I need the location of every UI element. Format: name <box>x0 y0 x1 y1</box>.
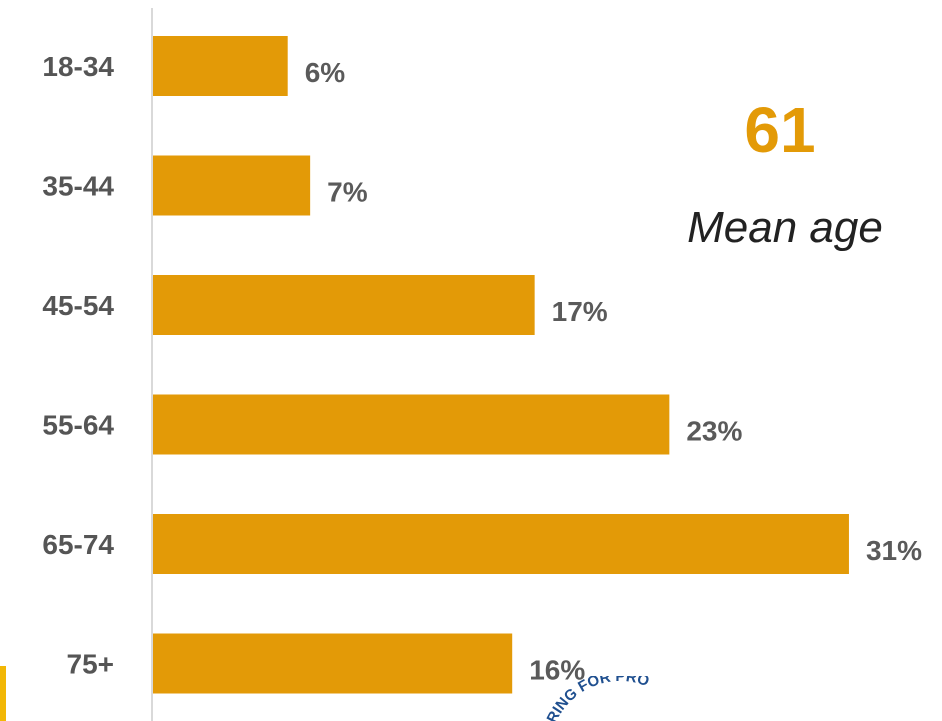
category-label-55-64: 55-64 <box>42 410 114 441</box>
organization-seal-logo: ERING FOR PRO <box>540 676 740 721</box>
value-label-35-44: 7% <box>327 177 368 208</box>
bar-75+ <box>153 633 513 694</box>
left-accent-bar <box>0 666 6 721</box>
mean-age-label: Mean age <box>687 203 883 252</box>
value-label-45-54: 17% <box>552 296 608 327</box>
mean-age-value: 61 <box>744 94 816 166</box>
bars-layer: 18-34 6% 35-44 7% 45-54 17% 55-64 23% 65-74 31% 75… <box>42 36 922 694</box>
value-label-65-74: 31% <box>866 535 922 566</box>
category-label-35-44: 35-44 <box>42 171 114 202</box>
value-label-75+: 16% <box>529 655 585 686</box>
value-label-55-64: 23% <box>686 416 742 447</box>
svg-text:ERING FOR PRO: ERING FOR PRO <box>540 676 652 721</box>
value-label-18-34: 6% <box>305 57 346 88</box>
category-label-45-54: 45-54 <box>42 290 114 321</box>
bar-55-64 <box>153 394 670 455</box>
category-label-65-74: 65-74 <box>42 529 114 560</box>
category-label-18-34: 18-34 <box>42 51 114 82</box>
bar-18-34 <box>153 36 288 96</box>
bar-45-54 <box>153 275 535 335</box>
category-label-75+: 75+ <box>67 649 115 680</box>
bar-35-44 <box>153 155 311 216</box>
bar-65-74 <box>153 514 849 574</box>
